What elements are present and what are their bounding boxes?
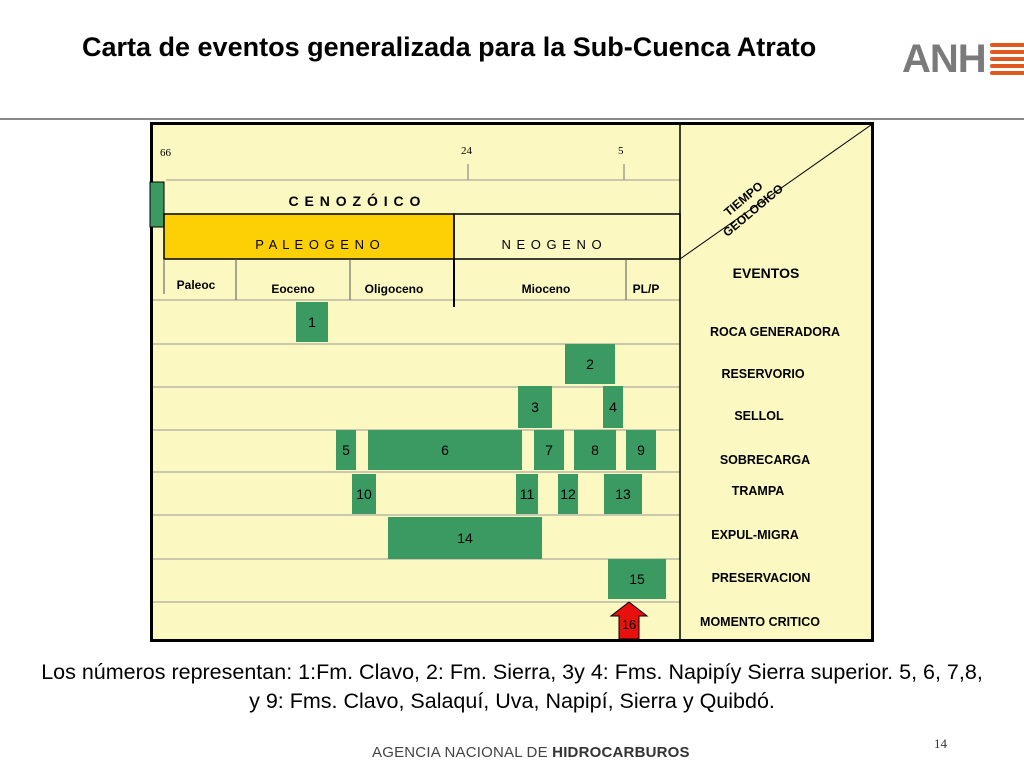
event-labels: ROCA GENERADORA RESERVORIO SELLOL SOBREC… [700, 325, 840, 629]
epoch-plp: PL/P [633, 282, 660, 296]
event-bar-4 [603, 386, 623, 428]
era-marker [149, 181, 165, 228]
period-neogeno: N E O G E N O [501, 237, 602, 252]
epoch-eoceno: Eoceno [271, 282, 314, 296]
event-label-momento-critico: MOMENTO CRITICO [700, 615, 820, 629]
event-bar-6 [368, 430, 522, 470]
paleogeno-cell [163, 213, 455, 260]
event-bar-label-2: 2 [586, 356, 594, 372]
event-bar-8 [574, 430, 616, 470]
logo-stripes-icon [990, 43, 1024, 75]
event-bar-9 [626, 430, 656, 470]
critical-marker-label: 16 [622, 617, 636, 632]
event-bar-11 [516, 474, 538, 514]
event-bar-label-13: 13 [615, 486, 631, 502]
event-bar-13 [604, 474, 642, 514]
event-bar-label-7: 7 [545, 442, 553, 458]
event-bar-15 [608, 559, 666, 599]
event-bar-label-10: 10 [356, 486, 372, 502]
event-bar-label-11: 11 [520, 486, 535, 502]
time-tick-66: 66 [160, 147, 172, 159]
event-chart: 66 24 5 C E N O Z Ó I C O P A L E O G E … [149, 124, 872, 640]
events-header: EVENTOS [733, 265, 800, 281]
epoch-paleoc: Paleoc [177, 278, 216, 292]
caption-text: Los números representan: 1:Fm. Clavo, 2:… [41, 660, 983, 713]
event-bar-label-9: 9 [637, 442, 645, 458]
event-label-sobrecarga: SOBRECARGA [720, 453, 810, 467]
logo-text: ANH [902, 37, 987, 81]
event-bar-2 [565, 344, 615, 384]
event-bar-3 [518, 386, 552, 428]
title-divider [0, 118, 1024, 120]
event-bar-label-14: 14 [457, 530, 473, 546]
event-bar-label-1: 1 [308, 314, 316, 330]
epoch-mioceno: Mioceno [522, 282, 571, 296]
page-number: 14 [934, 736, 947, 751]
footer-agency: AGENCIA NACIONAL DE HIDROCARBUROS [372, 744, 690, 761]
critical-moment-arrow: 16 [609, 601, 649, 640]
footer-bold: HIDROCARBUROS [552, 744, 690, 761]
event-bar-label-3: 3 [531, 399, 539, 415]
corner-diagonal [679, 124, 872, 260]
event-bar-label-4: 4 [609, 399, 617, 415]
event-bar-label-5: 5 [342, 442, 350, 458]
slide-title: Carta de eventos generalizada para la Su… [82, 32, 817, 62]
era-label: C E N O Z Ó I C O [289, 192, 422, 209]
time-tick-5: 5 [618, 145, 624, 157]
footer-regular: AGENCIA NACIONAL DE [372, 744, 553, 761]
period-paleogeno: P A L E O G E N O [255, 237, 380, 252]
event-bar-label-12: 12 [560, 486, 576, 502]
anh-logo: ANH [902, 38, 1024, 80]
event-bar-label-8: 8 [591, 442, 599, 458]
event-bar-1 [296, 302, 328, 342]
event-label-trampa: TRAMPA [732, 484, 785, 498]
event-bar-12 [558, 474, 578, 514]
event-bar-14 [388, 517, 542, 559]
time-tick-24: 24 [461, 145, 473, 157]
event-bar-label-6: 6 [441, 442, 449, 458]
epoch-oligoceno: Oligoceno [365, 282, 424, 296]
event-label-expul-migra: EXPUL-MIGRA [711, 528, 799, 542]
event-bar-7 [534, 430, 564, 470]
event-bar-5 [336, 430, 356, 470]
event-bar-label-15: 15 [629, 571, 645, 587]
event-bar-10 [352, 474, 376, 514]
event-label-sellol: SELLOL [734, 409, 784, 423]
event-label-reservorio: RESERVORIO [721, 367, 804, 381]
event-label-roca-generadora: ROCA GENERADORA [710, 325, 840, 339]
event-label-preservacion: PRESERVACION [712, 571, 811, 585]
